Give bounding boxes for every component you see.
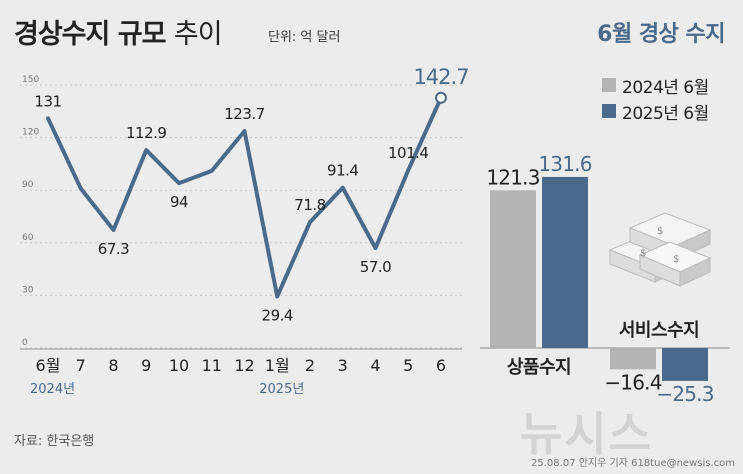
data-label: 101.4 bbox=[388, 144, 428, 162]
legend-swatch-2025 bbox=[602, 104, 616, 118]
data-label: 123.7 bbox=[224, 105, 264, 123]
legend-label-2025: 2025년 6월 bbox=[622, 103, 709, 124]
bar bbox=[610, 348, 656, 370]
x-tick-label: 1월 bbox=[265, 356, 290, 375]
bar-category-label: 상품수지 bbox=[507, 357, 571, 378]
x-tick-label: 4 bbox=[370, 356, 380, 375]
y-tick-label: 0 bbox=[22, 338, 28, 348]
bar-value-label: −25.3 bbox=[656, 382, 713, 406]
data-label: 112.9 bbox=[126, 124, 166, 142]
bar-value-label: −16.4 bbox=[604, 370, 661, 394]
data-label: 91.4 bbox=[327, 162, 358, 180]
svg-text:$: $ bbox=[673, 254, 679, 265]
bar-chart-bars bbox=[480, 176, 730, 381]
source-note: 자료: 한국은행 bbox=[14, 434, 95, 449]
line-series-path bbox=[46, 95, 443, 299]
svg-text:$: $ bbox=[640, 248, 646, 259]
credit-note: 25.08.07 안지우 기자 618tue@newsis.com bbox=[531, 458, 735, 469]
legend-swatch-2024 bbox=[602, 78, 616, 92]
data-label: 94 bbox=[170, 193, 188, 211]
bar-chart-graphic: $ $ $ bbox=[608, 212, 712, 287]
line-chart-data-labels: 131 67.3 112.9 94 123.7 29.4 71.891.4 57.0 101.4… bbox=[34, 65, 469, 325]
legend-label-2024: 2024년 6월 bbox=[622, 77, 709, 98]
bar-category-label: 서비스수지 bbox=[619, 320, 699, 341]
watermark-logo: 뉴시스 bbox=[520, 398, 653, 464]
title-bold: 경상수지 규모 bbox=[14, 19, 166, 50]
y-tick-label: 60 bbox=[22, 233, 34, 243]
bar-value-label: 131.6 bbox=[538, 152, 591, 176]
x-tick-label: 3 bbox=[338, 356, 348, 375]
svg-text:$: $ bbox=[657, 226, 663, 237]
line-chart-grid bbox=[20, 84, 462, 349]
data-label: 29.4 bbox=[262, 306, 293, 324]
line-chart-series bbox=[46, 91, 447, 299]
legend-item-2025: 2025년 6월 bbox=[602, 98, 709, 124]
bar-value-label: 121.3 bbox=[486, 165, 539, 189]
bar bbox=[490, 190, 536, 348]
x-tick-label: 8 bbox=[108, 356, 118, 375]
x-tick-label: 9 bbox=[141, 356, 151, 375]
data-label: 71.8 bbox=[294, 196, 325, 214]
y-tick-label: 90 bbox=[22, 180, 34, 190]
y-tick-label: 150 bbox=[22, 75, 39, 85]
line-chart-x-ticks: 6월 7 8 9 10 11 12 1월 2 3 4 5 6 2024년 2025년 bbox=[20, 348, 462, 397]
x-tick-label: 6 bbox=[436, 356, 446, 375]
page-title: 경상수지 규모 추이 bbox=[14, 12, 223, 51]
y-tick-label: 120 bbox=[22, 128, 39, 138]
money-stack-icon: $ $ $ bbox=[608, 212, 712, 287]
data-label: 57.0 bbox=[360, 258, 391, 276]
watermark-text: 뉴시스 bbox=[520, 407, 653, 461]
x-tick-label: 11 bbox=[202, 356, 222, 375]
last-point-marker bbox=[435, 91, 447, 104]
bar-chart-title: 6월 경상 수지 bbox=[597, 22, 725, 47]
unit-label: 단위: 억 달러 bbox=[268, 30, 341, 45]
x-tick-label: 12 bbox=[234, 356, 254, 375]
x-tick-label: 10 bbox=[169, 356, 189, 375]
title-light: 추이 bbox=[173, 19, 223, 50]
x-tick-label: 2 bbox=[305, 356, 315, 375]
bar bbox=[662, 348, 708, 381]
data-label: 131 bbox=[34, 92, 61, 110]
x-tick-label: 5 bbox=[403, 356, 413, 375]
x-tick-label: 6월 bbox=[36, 356, 61, 375]
y-tick-label: 30 bbox=[22, 285, 34, 295]
year-label: 2024년 bbox=[30, 382, 75, 397]
x-tick-label: 7 bbox=[76, 356, 86, 375]
bar bbox=[542, 176, 588, 348]
legend-item-2024: 2024년 6월 bbox=[602, 72, 709, 98]
data-label: 142.7 bbox=[413, 65, 468, 89]
line-chart-y-ticks: 0 30 60 90 120 150 bbox=[22, 75, 39, 348]
year-label: 2025년 bbox=[259, 382, 304, 397]
data-label: 67.3 bbox=[98, 240, 129, 258]
legend: 2024년 6월 2025년 6월 bbox=[602, 72, 709, 124]
